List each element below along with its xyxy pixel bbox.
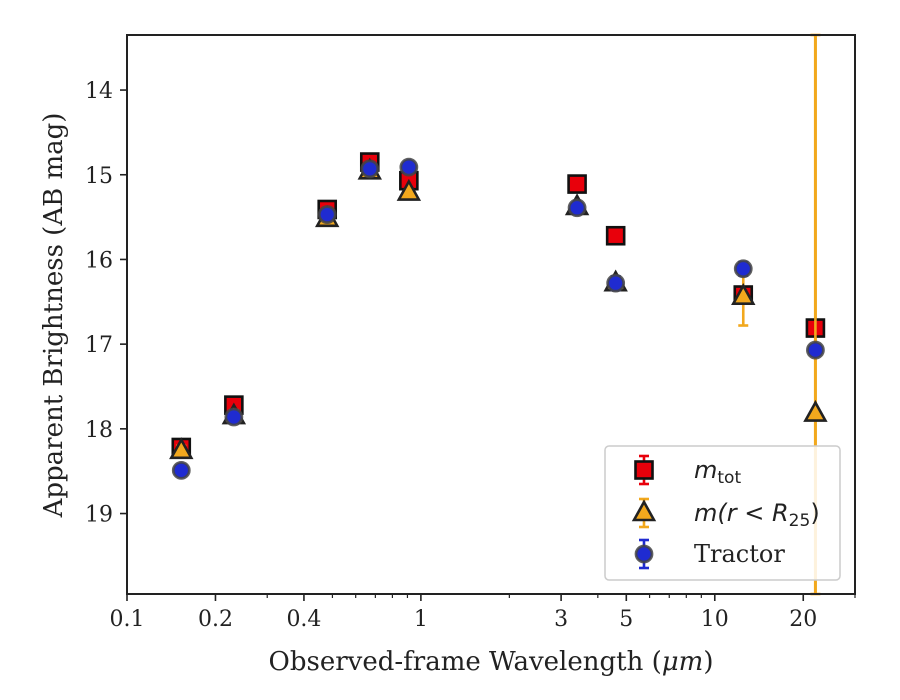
legend-marker-0 [634, 460, 654, 480]
x-tick-label: 1 [414, 607, 428, 632]
x-axis-ticks: 0.1 0.2 0.4 1 3 5 10 20 [110, 594, 856, 632]
y-tick-label: 19 [85, 503, 113, 528]
y-axis-ticks: 14 15 16 17 18 19 [85, 79, 127, 528]
point-mr25 [169, 437, 194, 460]
point-mr25 [396, 178, 422, 201]
point-tractor [733, 259, 753, 279]
legend: mtot m(r < R25) Tractor [604, 445, 841, 581]
x-tick-label: 0.1 [110, 607, 145, 632]
y-tick-label: 15 [85, 164, 113, 189]
legend-markers [631, 454, 657, 570]
legend-marker-1 [631, 499, 657, 522]
y-tick-label: 16 [85, 248, 113, 273]
plot-marks [169, 33, 828, 596]
point-tractor [606, 273, 626, 293]
point-tractor [806, 340, 825, 360]
point-tractor [224, 407, 244, 427]
legend-marker-2 [634, 544, 654, 564]
point-tractor [567, 198, 587, 218]
legend-box [604, 445, 841, 581]
x-tick-label: 0.2 [198, 607, 233, 632]
legend-label-tractor: Tractor [694, 540, 785, 568]
legend-label-mr25: m(r < R25) [694, 499, 820, 531]
y-tick-label: 18 [85, 418, 113, 443]
y-tick-label: 17 [85, 333, 113, 358]
point-mr25 [731, 283, 756, 306]
point-mr25 [803, 399, 828, 422]
point-tractor [399, 157, 419, 177]
x-axis-title: Observed-frame Wavelength (μm) [269, 647, 714, 677]
y-tick-label: 14 [85, 79, 113, 104]
x-tick-label: 5 [619, 607, 633, 632]
y-axis-title: Apparent Brightness (AB mag) [39, 113, 69, 519]
point-mtot [605, 225, 626, 246]
point-mtot [567, 174, 587, 194]
legend-label-mtot: mtot [694, 456, 741, 488]
x-tick-label: 3 [554, 607, 568, 632]
point-tractor [317, 205, 337, 224]
point-tractor [360, 159, 380, 179]
x-tick-label: 10 [701, 607, 729, 632]
x-tick-label: 0.4 [286, 607, 321, 632]
series-tractor [171, 157, 825, 480]
series-mtot [171, 152, 826, 458]
point-tractor [171, 460, 191, 480]
plot-frame [126, 34, 856, 595]
x-tick-label: 20 [789, 607, 817, 632]
